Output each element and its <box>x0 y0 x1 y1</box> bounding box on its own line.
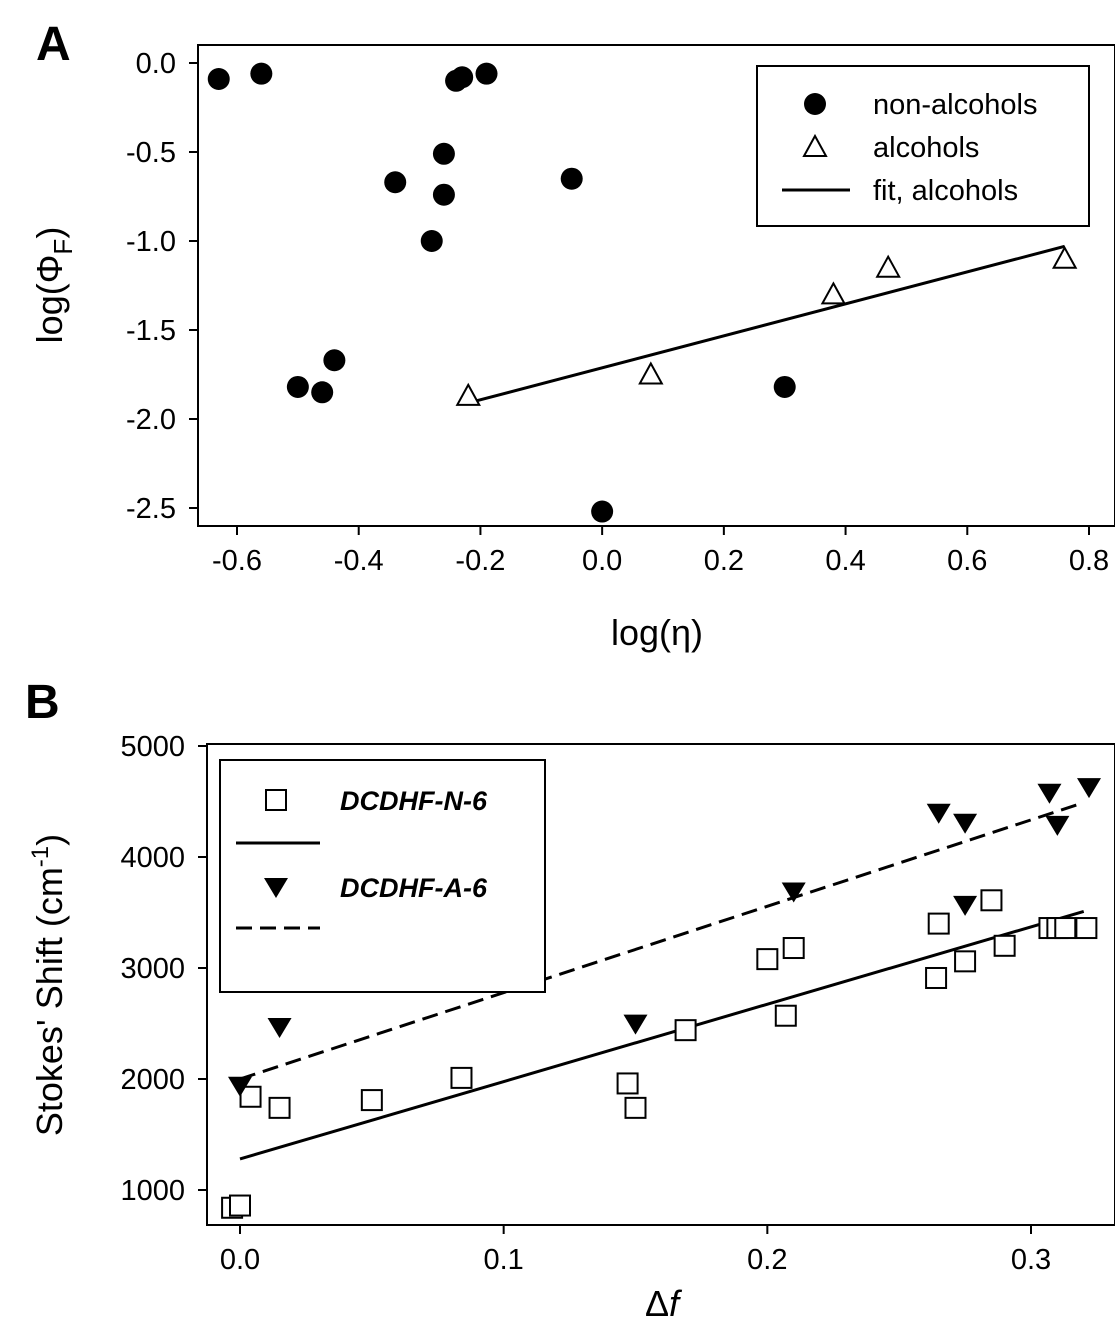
panel-b-point-dcdhf-n6 <box>980 889 1003 912</box>
panel-b-point-dcdhf-n6 <box>927 912 950 935</box>
panel-a-point-non-alcohol <box>773 375 796 398</box>
panel-b-point-dcdhf-n6 <box>954 950 977 973</box>
panel-b-point-dcdhf-a6 <box>1077 778 1102 799</box>
legend-alcohols-marker <box>802 133 828 157</box>
panel-b-point-dcdhf-a6 <box>267 1017 292 1038</box>
panel-b-point-dcdhf-a6 <box>228 1076 252 1097</box>
panel-b-point-dcdhf-a6 <box>781 882 806 903</box>
panel-a-x-tick-label: -0.2 <box>455 545 505 577</box>
panel-b-x-tick-label: 0.0 <box>220 1244 260 1276</box>
panel-a-point-alcohol <box>1051 245 1078 269</box>
panel-b-marks <box>221 778 1102 1219</box>
panel-b-x-tick-label: 0.1 <box>484 1244 524 1276</box>
panel-b-plot-frame <box>206 743 1115 1226</box>
panel-b-point-dcdhf-a6 <box>953 813 978 834</box>
panel-b: B 0.0 0.1 0.2 0.3 1000 2000 3000 4000 5000 Δf St… <box>25 676 1115 1324</box>
legend-dcdhf-n6-label: DCDHF-N-6 <box>340 786 488 816</box>
panel-b-point-dcdhf-n6 <box>674 1019 697 1042</box>
panel-a-point-alcohol <box>455 382 481 406</box>
panel-a-point-non-alcohol <box>591 500 614 523</box>
legend-dcdhf-n6-marker <box>265 789 287 811</box>
panel-b-point-dcdhf-n6 <box>925 966 948 989</box>
panel-a-x-tick-label: 0.4 <box>825 545 865 577</box>
panel-a-point-non-alcohol <box>432 183 455 206</box>
panel-a-point-non-alcohol <box>432 142 455 165</box>
legend-dcdhf-a6-label: DCDHF-A-6 <box>340 873 488 903</box>
legend-fit-alcohols-label: fit, alcohols <box>873 175 1018 207</box>
legend-non-alcohols-marker <box>804 93 826 115</box>
panel-b-point-dcdhf-n6 <box>782 937 805 960</box>
panel-b-point-dcdhf-n6 <box>229 1194 251 1217</box>
panel-b-point-dcdhf-n6 <box>239 1085 262 1108</box>
panel-a-y-tick-label: 0.0 <box>136 48 176 80</box>
panel-b-point-dcdhf-n6 <box>993 934 1016 957</box>
panel-a-x-tick-label: 0.6 <box>947 545 987 577</box>
panel-a-point-non-alcohol <box>311 381 334 404</box>
panel-b-point-dcdhf-n6 <box>268 1096 291 1119</box>
panel-b-x-axis-label: Δf <box>645 1283 683 1324</box>
panel-b-label: B <box>25 676 60 729</box>
panel-a-fit-line-2 <box>467 244 1066 405</box>
panel-b-point-dcdhf-a6 <box>1045 815 1070 836</box>
panel-b-y-tick-label: 3000 <box>120 953 185 985</box>
panel-a-x-tick-label: 0.0 <box>582 545 622 577</box>
panel-b-x-tick-label: 0.2 <box>747 1244 787 1276</box>
panel-a-point-alcohol <box>638 361 664 385</box>
panel-b-ticks: 0.0 0.1 0.2 0.3 1000 2000 3000 4000 5000 <box>120 731 1051 1276</box>
panel-b-fit-line-1 <box>239 909 1085 1161</box>
panel-b-point-dcdhf-n6 <box>774 1004 797 1027</box>
panel-a-x-tick-label: -0.6 <box>212 545 262 577</box>
panel-a-point-non-alcohol <box>286 375 309 398</box>
panel-b-point-dcdhf-n6 <box>624 1096 647 1119</box>
panel-b-legend: DCDHF-N-6 DCDHF-A-6 <box>219 759 546 993</box>
panel-a-point-non-alcohol <box>384 171 407 194</box>
panel-a-y-tick-label: -2.0 <box>126 404 176 436</box>
panel-b-point-dcdhf-a6 <box>953 895 978 916</box>
panel-a-x-axis-label: log(η) <box>611 612 703 653</box>
legend-non-alcohols-label: non-alcohols <box>873 89 1037 121</box>
panel-a-point-non-alcohol <box>207 68 230 91</box>
panel-b-y-tick-label: 5000 <box>120 731 185 763</box>
panel-a-plot-frame <box>197 44 1115 527</box>
panel-a-x-tick-label: -0.4 <box>334 545 384 577</box>
panel-a-x-tick-label: 0.8 <box>1069 545 1109 577</box>
panel-b-point-dcdhf-a6 <box>1037 783 1062 804</box>
panel-a-y-tick-label: -1.0 <box>126 226 176 258</box>
panel-a-label: A <box>36 18 71 71</box>
panel-a-point-non-alcohol <box>323 349 346 372</box>
panel-b-point-dcdhf-n6 <box>756 948 779 971</box>
panel-a: A -0.6 -0.4 -0.2 0.0 0.2 0.4 0.6 0.8 0.0 -0.5 -1.0… <box>29 18 1115 653</box>
panel-a-point-non-alcohol <box>560 167 583 190</box>
panel-a-point-non-alcohol <box>250 62 273 85</box>
panel-b-point-dcdhf-a6 <box>926 803 951 824</box>
panel-a-x-tick-label: 0.2 <box>704 545 744 577</box>
panel-a-point-alcohol <box>875 254 901 278</box>
panel-a-ticks: -0.6 -0.4 -0.2 0.0 0.2 0.4 0.6 0.8 0.0 -0.5 -1.0 -1… <box>126 48 1109 577</box>
panel-b-y-axis-label: Stokes' Shift (cm-1) <box>27 834 70 1136</box>
panel-b-x-tick-label: 0.3 <box>1011 1244 1051 1276</box>
panel-a-marks <box>207 62 1078 523</box>
panel-b-point-dcdhf-n6 <box>1075 917 1098 940</box>
panel-a-point-non-alcohol <box>475 62 498 85</box>
panel-b-y-tick-label: 4000 <box>120 842 185 874</box>
panel-a-y-tick-label: -1.5 <box>126 315 176 347</box>
legend-dcdhf-a6-marker <box>264 878 288 898</box>
panel-b-point-dcdhf-n6 <box>1054 917 1077 940</box>
panel-b-y-tick-label: 1000 <box>120 1175 185 1207</box>
panel-b-point-dcdhf-n6 <box>616 1072 639 1095</box>
panel-b-point-dcdhf-n6 <box>360 1089 383 1112</box>
panel-a-point-non-alcohol <box>420 230 443 252</box>
panel-a-y-axis-label: log(ΦF) <box>29 227 78 344</box>
panel-b-point-dcdhf-n6 <box>450 1066 473 1089</box>
panel-a-point-non-alcohol <box>451 66 474 89</box>
panel-a-y-tick-label: -0.5 <box>126 137 176 169</box>
panel-b-point-dcdhf-a6 <box>623 1014 648 1035</box>
panel-b-fit-line-3 <box>239 801 1085 1081</box>
panel-a-legend: non-alcohols alcohols fit, alcohols <box>756 65 1090 227</box>
panel-a-point-alcohol <box>820 281 847 305</box>
panel-b-y-tick-label: 2000 <box>120 1064 185 1096</box>
panel-a-y-tick-label: -2.5 <box>126 493 176 525</box>
legend-alcohols-label: alcohols <box>873 132 979 164</box>
